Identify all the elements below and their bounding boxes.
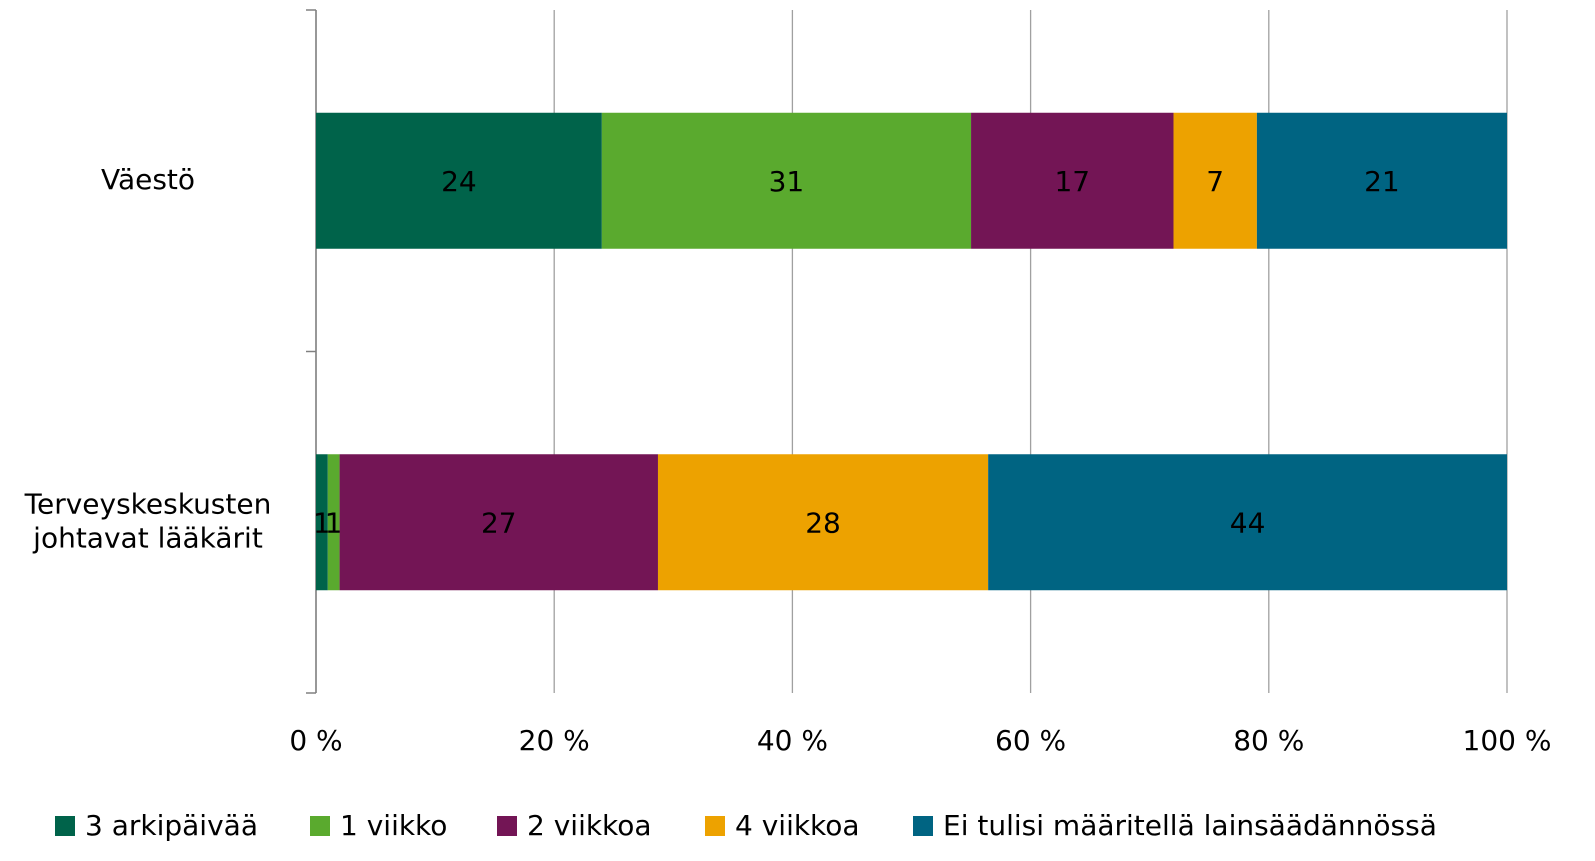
bar-segment	[339, 454, 658, 591]
x-tick-label: 40 %	[757, 724, 828, 757]
x-tick-label: 60 %	[995, 724, 1066, 757]
bar-segment	[1173, 112, 1257, 249]
x-tick-label: 20 %	[519, 724, 590, 757]
legend-swatch	[913, 816, 933, 836]
bar-segment	[971, 112, 1174, 249]
data-label: 7	[1206, 165, 1224, 198]
data-label: 1	[313, 506, 331, 539]
data-label: 31	[769, 165, 805, 198]
data-label: 24	[441, 165, 477, 198]
y-tick-label: Väestö	[101, 163, 195, 196]
y-tick-label: Terveyskeskusten johtavat lääkärit	[24, 487, 272, 554]
x-tick-label: 0 %	[289, 724, 342, 757]
bar-segment	[601, 112, 972, 249]
bar-segment	[316, 112, 602, 249]
x-tick-label: 100 %	[1463, 724, 1552, 757]
data-label: 17	[1054, 165, 1090, 198]
legend-swatch	[55, 816, 75, 836]
bar-segment	[657, 454, 989, 591]
legend-label: Ei tulisi määritellä lainsäädännössä	[943, 809, 1437, 842]
data-label: 28	[805, 506, 841, 539]
bar-segment	[327, 454, 340, 591]
bar-segment	[1256, 112, 1507, 249]
data-label: 1	[325, 506, 343, 539]
data-label: 27	[481, 506, 517, 539]
legend-label: 3 arkipäivää	[85, 809, 258, 842]
bar-segment	[316, 454, 328, 591]
x-tick-label: 80 %	[1233, 724, 1304, 757]
legend-swatch	[497, 816, 517, 836]
bar-segment	[988, 454, 1507, 591]
legend-label: 1 viikko	[340, 809, 447, 842]
legend-swatch	[705, 816, 725, 836]
data-label: 44	[1230, 506, 1266, 539]
legend-label: 2 viikkoa	[527, 809, 652, 842]
legend-swatch	[310, 816, 330, 836]
legend-label: 4 viikkoa	[735, 809, 860, 842]
data-label: 21	[1364, 165, 1400, 198]
